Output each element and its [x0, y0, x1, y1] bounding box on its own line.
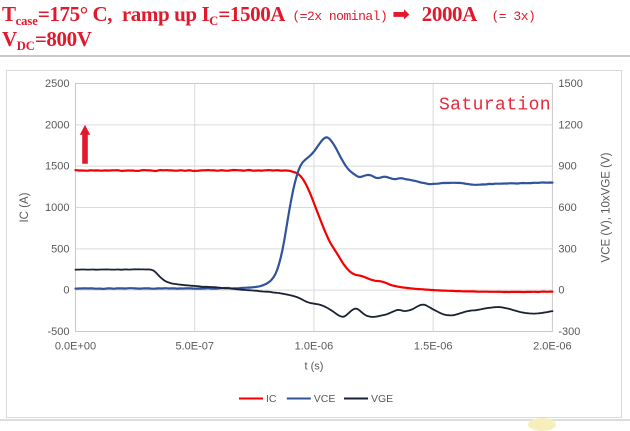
y-right-tick-label: 900 — [558, 160, 576, 172]
y-right-tick-labels: -300 0 300 600 900 1200 1500 — [558, 78, 582, 338]
y-left-axis-title: IC (A) — [19, 192, 31, 222]
title-segment-sub: DC — [16, 39, 35, 53]
gridlines — [75, 83, 553, 331]
ramp-up-arrow-shape — [79, 124, 91, 164]
x-axis-title: t (s) — [304, 360, 323, 372]
plot-border — [75, 82, 553, 332]
y-left-tick-label: 0 — [63, 284, 69, 296]
x-tick-label: 1.0E-06 — [295, 340, 334, 352]
y-left-tick-labels: -500 0 500 1000 1500 2000 2500 — [45, 78, 69, 338]
title-segment-big: =175° C, ramp up I — [37, 2, 210, 26]
x-tick-label: 0.0E+00 — [55, 340, 96, 352]
title-segment-sub: C — [209, 14, 219, 28]
y-left-tick-label: 1000 — [45, 202, 69, 214]
title-segment-big: 2000A — [416, 2, 478, 26]
x-tick-label: 1.5E-06 — [414, 340, 453, 352]
x-tick-label: 2.0E-06 — [533, 340, 572, 352]
divider-top — [0, 55, 630, 57]
legend-label-ic: IC — [266, 393, 277, 405]
title-line-1: Tcase=175° C, ramp up IC=1500A (=2x nomi… — [2, 2, 536, 29]
series-vge — [74, 267, 554, 318]
series-vce — [74, 135, 554, 290]
title-segment-big: =800V — [34, 27, 92, 51]
title-segment-big: =1500A — [218, 2, 286, 26]
title-segment-small: (=2x nominal) — [285, 9, 388, 24]
y-right-tick-label: 1500 — [558, 78, 582, 90]
x-tick-labels: 0.0E+00 5.0E-07 1.0E-06 1.5E-06 2.0E-06 — [55, 340, 572, 352]
series-ic — [74, 168, 554, 293]
y-left-tick-label: 2000 — [45, 119, 69, 131]
y-right-tick-label: 300 — [558, 243, 576, 255]
title-segment-small: (= 3x) — [476, 9, 536, 24]
y-right-tick-label: -300 — [558, 326, 580, 338]
y-right-tick-label: 1200 — [558, 119, 582, 131]
chart-svg: -500 0 500 1000 1500 2000 2500 -300 0 300 600 900 1… — [19, 78, 613, 405]
title-segment-big: V — [2, 27, 17, 51]
legend: IC VCE VGE — [239, 393, 393, 405]
title-segment-sub: case — [15, 14, 38, 28]
y-left-tick-label: 1500 — [45, 160, 69, 172]
chart-frame: -500 0 500 1000 1500 2000 2500 -300 0 300 600 900 1… — [6, 69, 622, 418]
legend-label-vge: VGE — [371, 393, 393, 405]
y-left-tick-label: 2500 — [45, 78, 69, 90]
series-lines — [74, 135, 554, 318]
legend-label-vce: VCE — [314, 393, 336, 405]
y-right-axis-title: VCE (V), 10xVGE (V) — [601, 152, 613, 262]
y-right-tick-label: 600 — [558, 202, 576, 214]
title-segment-big: T — [2, 2, 16, 26]
title-segment-arrow: ➡ — [392, 2, 410, 26]
x-tick-label: 5.0E-07 — [175, 340, 214, 352]
divider-bottom — [0, 419, 630, 421]
y-right-tick-label: 0 — [558, 284, 564, 296]
yellow-shape — [528, 417, 556, 431]
y-left-tick-label: -500 — [47, 326, 69, 338]
ramp-up-arrow — [79, 124, 91, 164]
y-left-tick-label: 500 — [51, 243, 69, 255]
title-line-2: VDC=800V — [2, 27, 92, 54]
saturation-annotation: Saturation — [439, 95, 551, 115]
